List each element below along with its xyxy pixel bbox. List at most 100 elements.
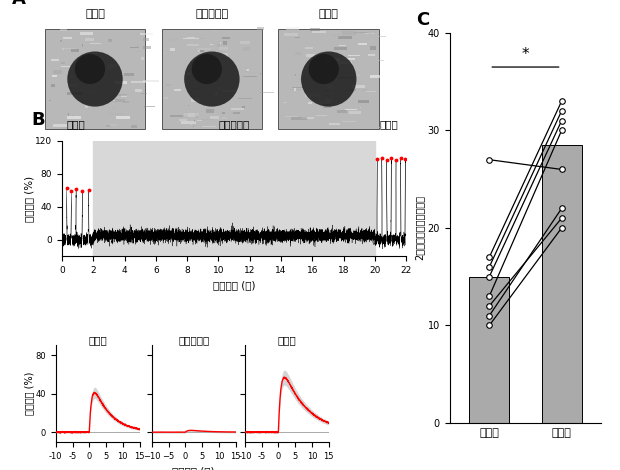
Bar (365, 33, 374, 34)
Bar (246, 69, 249, 71)
Bar (219, 47, 228, 50)
Bar (60, 29, 68, 31)
Bar (216, 93, 218, 95)
Bar (85, 105, 88, 108)
Bar (112, 107, 114, 108)
Bar (188, 113, 195, 117)
Bar (77, 60, 79, 63)
Bar (87, 91, 95, 92)
Bar (312, 31, 326, 33)
Bar (292, 87, 308, 88)
Bar (164, 52, 167, 54)
Bar (91, 60, 102, 61)
Bar (366, 91, 376, 92)
Bar (143, 80, 159, 82)
Bar (197, 47, 211, 49)
Bar (242, 76, 257, 77)
Bar (82, 44, 83, 47)
Bar (113, 99, 125, 102)
Bar (345, 109, 356, 110)
Bar (322, 104, 330, 108)
Bar (358, 100, 369, 103)
Text: 隔離後: 隔離後 (379, 119, 398, 129)
Bar (213, 63, 222, 66)
Bar (305, 94, 321, 97)
Bar (358, 43, 367, 45)
Bar (342, 31, 356, 34)
Bar (211, 30, 218, 31)
Text: 隔離前: 隔離前 (85, 9, 105, 19)
Bar (241, 41, 250, 44)
Bar (90, 43, 101, 44)
Bar (72, 115, 73, 116)
Bar (327, 95, 335, 96)
Bar (338, 61, 348, 63)
Bar (115, 94, 127, 96)
Bar (131, 117, 140, 118)
Bar (379, 126, 383, 128)
Text: C: C (416, 11, 429, 29)
Bar (330, 34, 340, 37)
Bar (84, 38, 94, 41)
Bar (183, 38, 198, 39)
Bar (198, 50, 200, 52)
Bar (140, 32, 153, 35)
Bar (283, 102, 287, 103)
Bar (376, 36, 386, 38)
Bar (233, 112, 240, 114)
Bar (308, 102, 312, 104)
Bar (125, 73, 133, 76)
Bar (223, 90, 236, 92)
Bar (136, 45, 139, 47)
Bar (81, 32, 93, 35)
Y-axis label: 蛍光強度 (%): 蛍光強度 (%) (24, 175, 33, 222)
Bar (285, 116, 298, 118)
Ellipse shape (309, 54, 339, 84)
Bar (301, 117, 314, 118)
Bar (309, 28, 320, 31)
Bar (100, 55, 110, 57)
Text: 母仔隔離中: 母仔隔離中 (218, 119, 250, 129)
Text: B: B (31, 111, 45, 129)
Y-axis label: 2時間当たりのパルス数: 2時間当たりのパルス数 (415, 196, 425, 260)
Bar (283, 59, 288, 60)
Bar (342, 72, 347, 73)
Bar (48, 100, 50, 101)
X-axis label: 記録時間 (分): 記録時間 (分) (172, 466, 215, 470)
Bar (63, 47, 64, 50)
Bar (294, 88, 296, 92)
Bar (284, 33, 298, 36)
Bar (107, 85, 109, 86)
Bar (170, 115, 183, 118)
Bar (320, 100, 330, 103)
Bar (51, 84, 55, 86)
Bar (216, 44, 220, 47)
Bar (291, 88, 301, 90)
Bar (342, 121, 356, 123)
Bar (469, 277, 509, 423)
Title: 金網探索時: 金網探索時 (178, 335, 210, 345)
Bar (110, 82, 124, 86)
Ellipse shape (301, 52, 356, 107)
Bar (113, 100, 115, 102)
Bar (334, 47, 347, 50)
Bar (337, 110, 347, 113)
Bar (53, 70, 63, 74)
Bar (184, 109, 197, 110)
Bar (363, 90, 370, 92)
Bar (144, 107, 155, 108)
Bar (369, 109, 371, 110)
Bar (327, 86, 334, 89)
Text: 金網探索時: 金網探索時 (195, 9, 228, 19)
Bar (338, 77, 353, 79)
Bar (315, 30, 317, 33)
Bar (131, 81, 146, 83)
Bar (306, 54, 319, 57)
Bar (278, 29, 379, 129)
Bar (192, 77, 203, 78)
Bar (370, 75, 384, 78)
Bar (222, 117, 227, 119)
Bar (222, 112, 225, 114)
Bar (205, 65, 213, 67)
Bar (222, 37, 230, 39)
